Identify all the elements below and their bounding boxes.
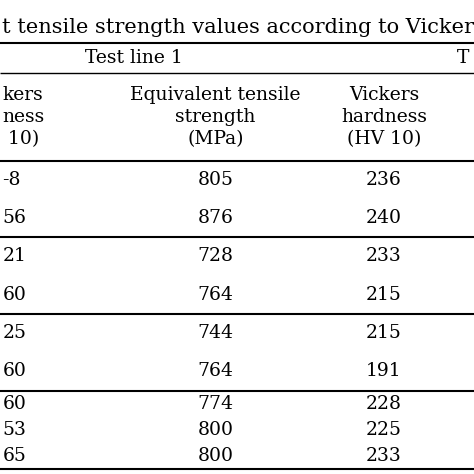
- Text: 191: 191: [366, 363, 402, 380]
- Text: T: T: [457, 49, 469, 67]
- Text: 25: 25: [2, 324, 27, 342]
- Text: Equivalent tensile
strength
(MPa): Equivalent tensile strength (MPa): [130, 86, 301, 148]
- Text: 233: 233: [366, 447, 402, 465]
- Text: 65: 65: [2, 447, 26, 465]
- Text: 60: 60: [2, 286, 26, 303]
- Text: -8: -8: [2, 171, 21, 189]
- Text: 764: 764: [198, 363, 234, 380]
- Text: 228: 228: [366, 395, 402, 413]
- Text: 744: 744: [198, 324, 234, 342]
- Text: 53: 53: [2, 421, 26, 439]
- Text: 215: 215: [366, 324, 402, 342]
- Text: 215: 215: [366, 286, 402, 303]
- Text: 876: 876: [198, 209, 234, 227]
- Text: kers
ness
 10): kers ness 10): [2, 86, 45, 148]
- Text: 240: 240: [366, 209, 402, 227]
- Text: 60: 60: [2, 395, 26, 413]
- Text: 21: 21: [2, 247, 26, 265]
- Text: 800: 800: [198, 421, 234, 439]
- Text: 225: 225: [366, 421, 402, 439]
- Text: 800: 800: [198, 447, 234, 465]
- Text: 774: 774: [198, 395, 234, 413]
- Text: 60: 60: [2, 363, 26, 380]
- Text: 56: 56: [2, 209, 26, 227]
- Text: 236: 236: [366, 171, 402, 189]
- Text: t tensile strength values according to Vickers ha: t tensile strength values according to V…: [2, 18, 474, 37]
- Text: Vickers
hardness
(HV 10): Vickers hardness (HV 10): [341, 86, 427, 148]
- Text: Test line 1: Test line 1: [85, 49, 183, 67]
- Text: 764: 764: [198, 286, 234, 303]
- Text: 728: 728: [198, 247, 234, 265]
- Text: 233: 233: [366, 247, 402, 265]
- Text: 805: 805: [198, 171, 234, 189]
